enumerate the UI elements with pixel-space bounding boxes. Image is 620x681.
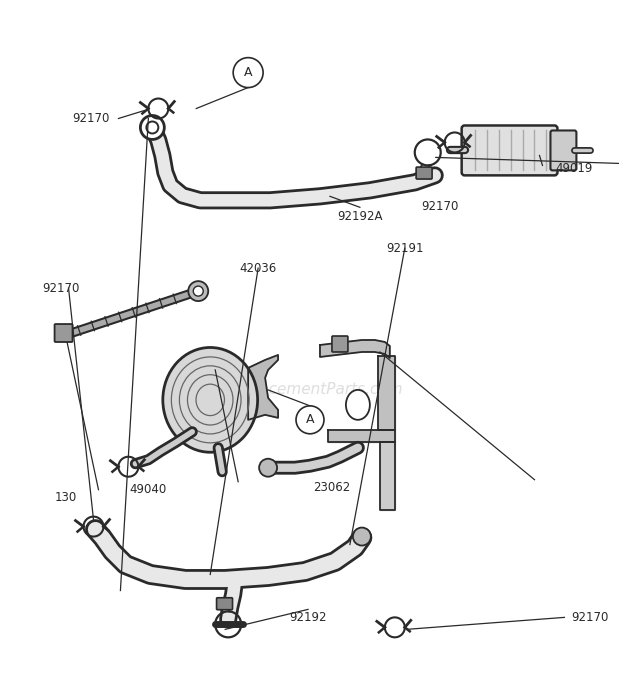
Text: 92191: 92191 xyxy=(386,242,423,255)
Circle shape xyxy=(188,281,208,301)
Text: 92170: 92170 xyxy=(572,611,609,624)
Ellipse shape xyxy=(163,347,258,452)
Circle shape xyxy=(146,121,158,133)
FancyBboxPatch shape xyxy=(55,324,73,342)
Text: A: A xyxy=(306,413,314,426)
Text: 49019: 49019 xyxy=(556,162,593,175)
Text: 23062: 23062 xyxy=(313,481,350,494)
FancyBboxPatch shape xyxy=(462,125,557,176)
Polygon shape xyxy=(320,340,390,358)
Text: 42036: 42036 xyxy=(239,262,277,274)
Circle shape xyxy=(140,116,164,140)
FancyBboxPatch shape xyxy=(416,167,432,179)
FancyBboxPatch shape xyxy=(332,336,348,352)
Circle shape xyxy=(193,286,203,296)
Text: A: A xyxy=(244,66,252,79)
Text: 130: 130 xyxy=(55,491,77,504)
FancyBboxPatch shape xyxy=(216,598,232,609)
Circle shape xyxy=(353,528,371,545)
Polygon shape xyxy=(328,430,395,442)
Polygon shape xyxy=(248,355,278,419)
Text: 92170: 92170 xyxy=(43,282,80,295)
Polygon shape xyxy=(378,356,395,430)
Text: 49040: 49040 xyxy=(130,483,167,496)
Text: 92192: 92192 xyxy=(290,611,327,624)
Text: 92192A: 92192A xyxy=(337,210,383,223)
Text: 92170: 92170 xyxy=(73,112,110,125)
Ellipse shape xyxy=(346,390,370,419)
Text: eReplacementParts.com: eReplacementParts.com xyxy=(216,383,404,398)
Polygon shape xyxy=(380,442,395,509)
FancyBboxPatch shape xyxy=(551,131,577,170)
Circle shape xyxy=(259,459,277,477)
Text: 92170: 92170 xyxy=(421,200,458,213)
